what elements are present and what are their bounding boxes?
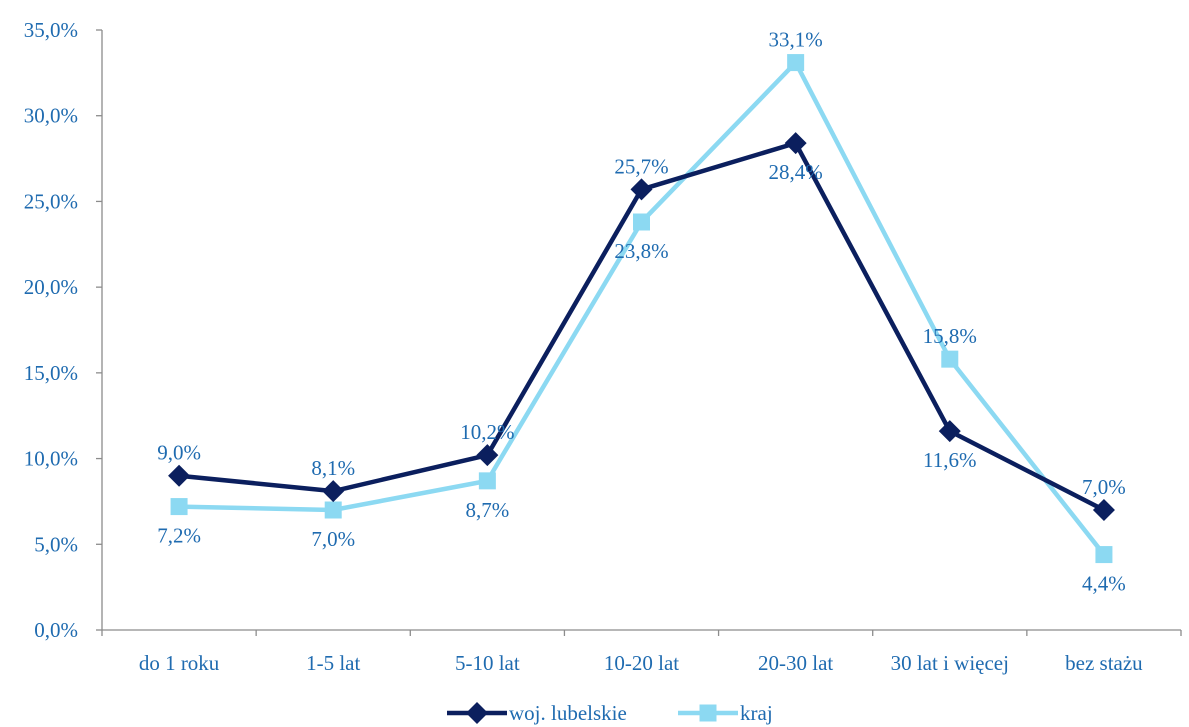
- data-point-woj-lubelskie: [938, 420, 961, 443]
- data-label-kraj: 23,8%: [614, 239, 668, 263]
- data-point-woj-lubelskie: [168, 464, 191, 487]
- data-label-woj-lubelskie: 11,6%: [923, 448, 976, 472]
- legend-item-woj-lubelskie: woj. lubelskie: [447, 701, 627, 725]
- data-labels: 9,0% 8,1% 10,2% 25,7% 28,4% 11,6% 7,0% 7,2% 7,0%…: [157, 28, 1126, 596]
- legend-item-kraj: kraj: [678, 701, 773, 725]
- legend-swatch-marker: [699, 704, 717, 722]
- data-point-kraj: [170, 498, 188, 516]
- data-label-woj-lubelskie: 7,0%: [1082, 475, 1126, 499]
- y-tick-label: 25,0%: [24, 189, 78, 213]
- legend-label: woj. lubelskie: [509, 701, 627, 725]
- y-tick-label: 10,0%: [24, 447, 78, 471]
- y-tick-label: 30,0%: [24, 104, 78, 128]
- data-label-woj-lubelskie: 9,0%: [157, 441, 201, 465]
- data-label-woj-lubelskie: 28,4%: [769, 160, 823, 184]
- data-label-woj-lubelskie: 25,7%: [614, 154, 668, 178]
- series-kraj: [170, 54, 1113, 564]
- series-lines: [168, 54, 1115, 564]
- data-point-kraj: [324, 501, 342, 519]
- series-line-kraj: [179, 60, 1106, 556]
- data-label-woj-lubelskie: 10,2%: [460, 420, 514, 444]
- data-point-woj-lubelskie: [1092, 499, 1115, 521]
- x-tick-label: 20-30 lat: [758, 651, 833, 675]
- y-tick-label: 20,0%: [24, 275, 78, 299]
- data-point-kraj: [941, 350, 959, 368]
- y-tick-label: 0,0%: [34, 618, 78, 642]
- data-point-woj-lubelskie: [322, 480, 345, 503]
- x-tick-label: bez stażu: [1065, 651, 1143, 675]
- x-tick-label: do 1 roku: [139, 651, 220, 675]
- legend-label: kraj: [740, 701, 773, 725]
- data-label-kraj: 8,7%: [465, 498, 509, 522]
- data-label-kraj: 15,8%: [923, 324, 977, 348]
- data-point-kraj: [478, 472, 496, 490]
- data-point-kraj: [633, 213, 650, 231]
- data-point-woj-lubelskie: [630, 178, 653, 201]
- data-label-kraj: 7,2%: [157, 524, 201, 548]
- y-tick-label: 5,0%: [34, 532, 78, 556]
- data-label-kraj: 4,4%: [1082, 572, 1126, 596]
- y-tick-label: 35,0%: [24, 18, 78, 42]
- data-point-woj-lubelskie: [784, 132, 807, 155]
- data-label-kraj: 7,0%: [311, 527, 355, 551]
- axes: 0,0% 5,0% 10,0% 15,0% 20,0% 25,0% 30,0% 35,0% do…: [24, 18, 1182, 675]
- legend-swatch-marker: [466, 702, 488, 724]
- data-point-kraj: [1095, 546, 1113, 564]
- y-tick-label: 15,0%: [24, 361, 78, 385]
- data-label-woj-lubelskie: 8,1%: [311, 456, 355, 480]
- x-tick-label: 30 lat i więcej: [891, 651, 1009, 675]
- x-tick-label: 1-5 lat: [306, 651, 360, 675]
- series-woj-lubelskie: [168, 132, 1115, 521]
- legend: woj. lubelskie kraj: [447, 701, 773, 725]
- data-point-kraj: [787, 54, 805, 72]
- x-tick-label: 5-10 lat: [455, 651, 520, 675]
- data-label-kraj: 33,1%: [769, 28, 823, 52]
- data-point-woj-lubelskie: [476, 444, 499, 467]
- x-tick-label: 10-20 lat: [604, 651, 679, 675]
